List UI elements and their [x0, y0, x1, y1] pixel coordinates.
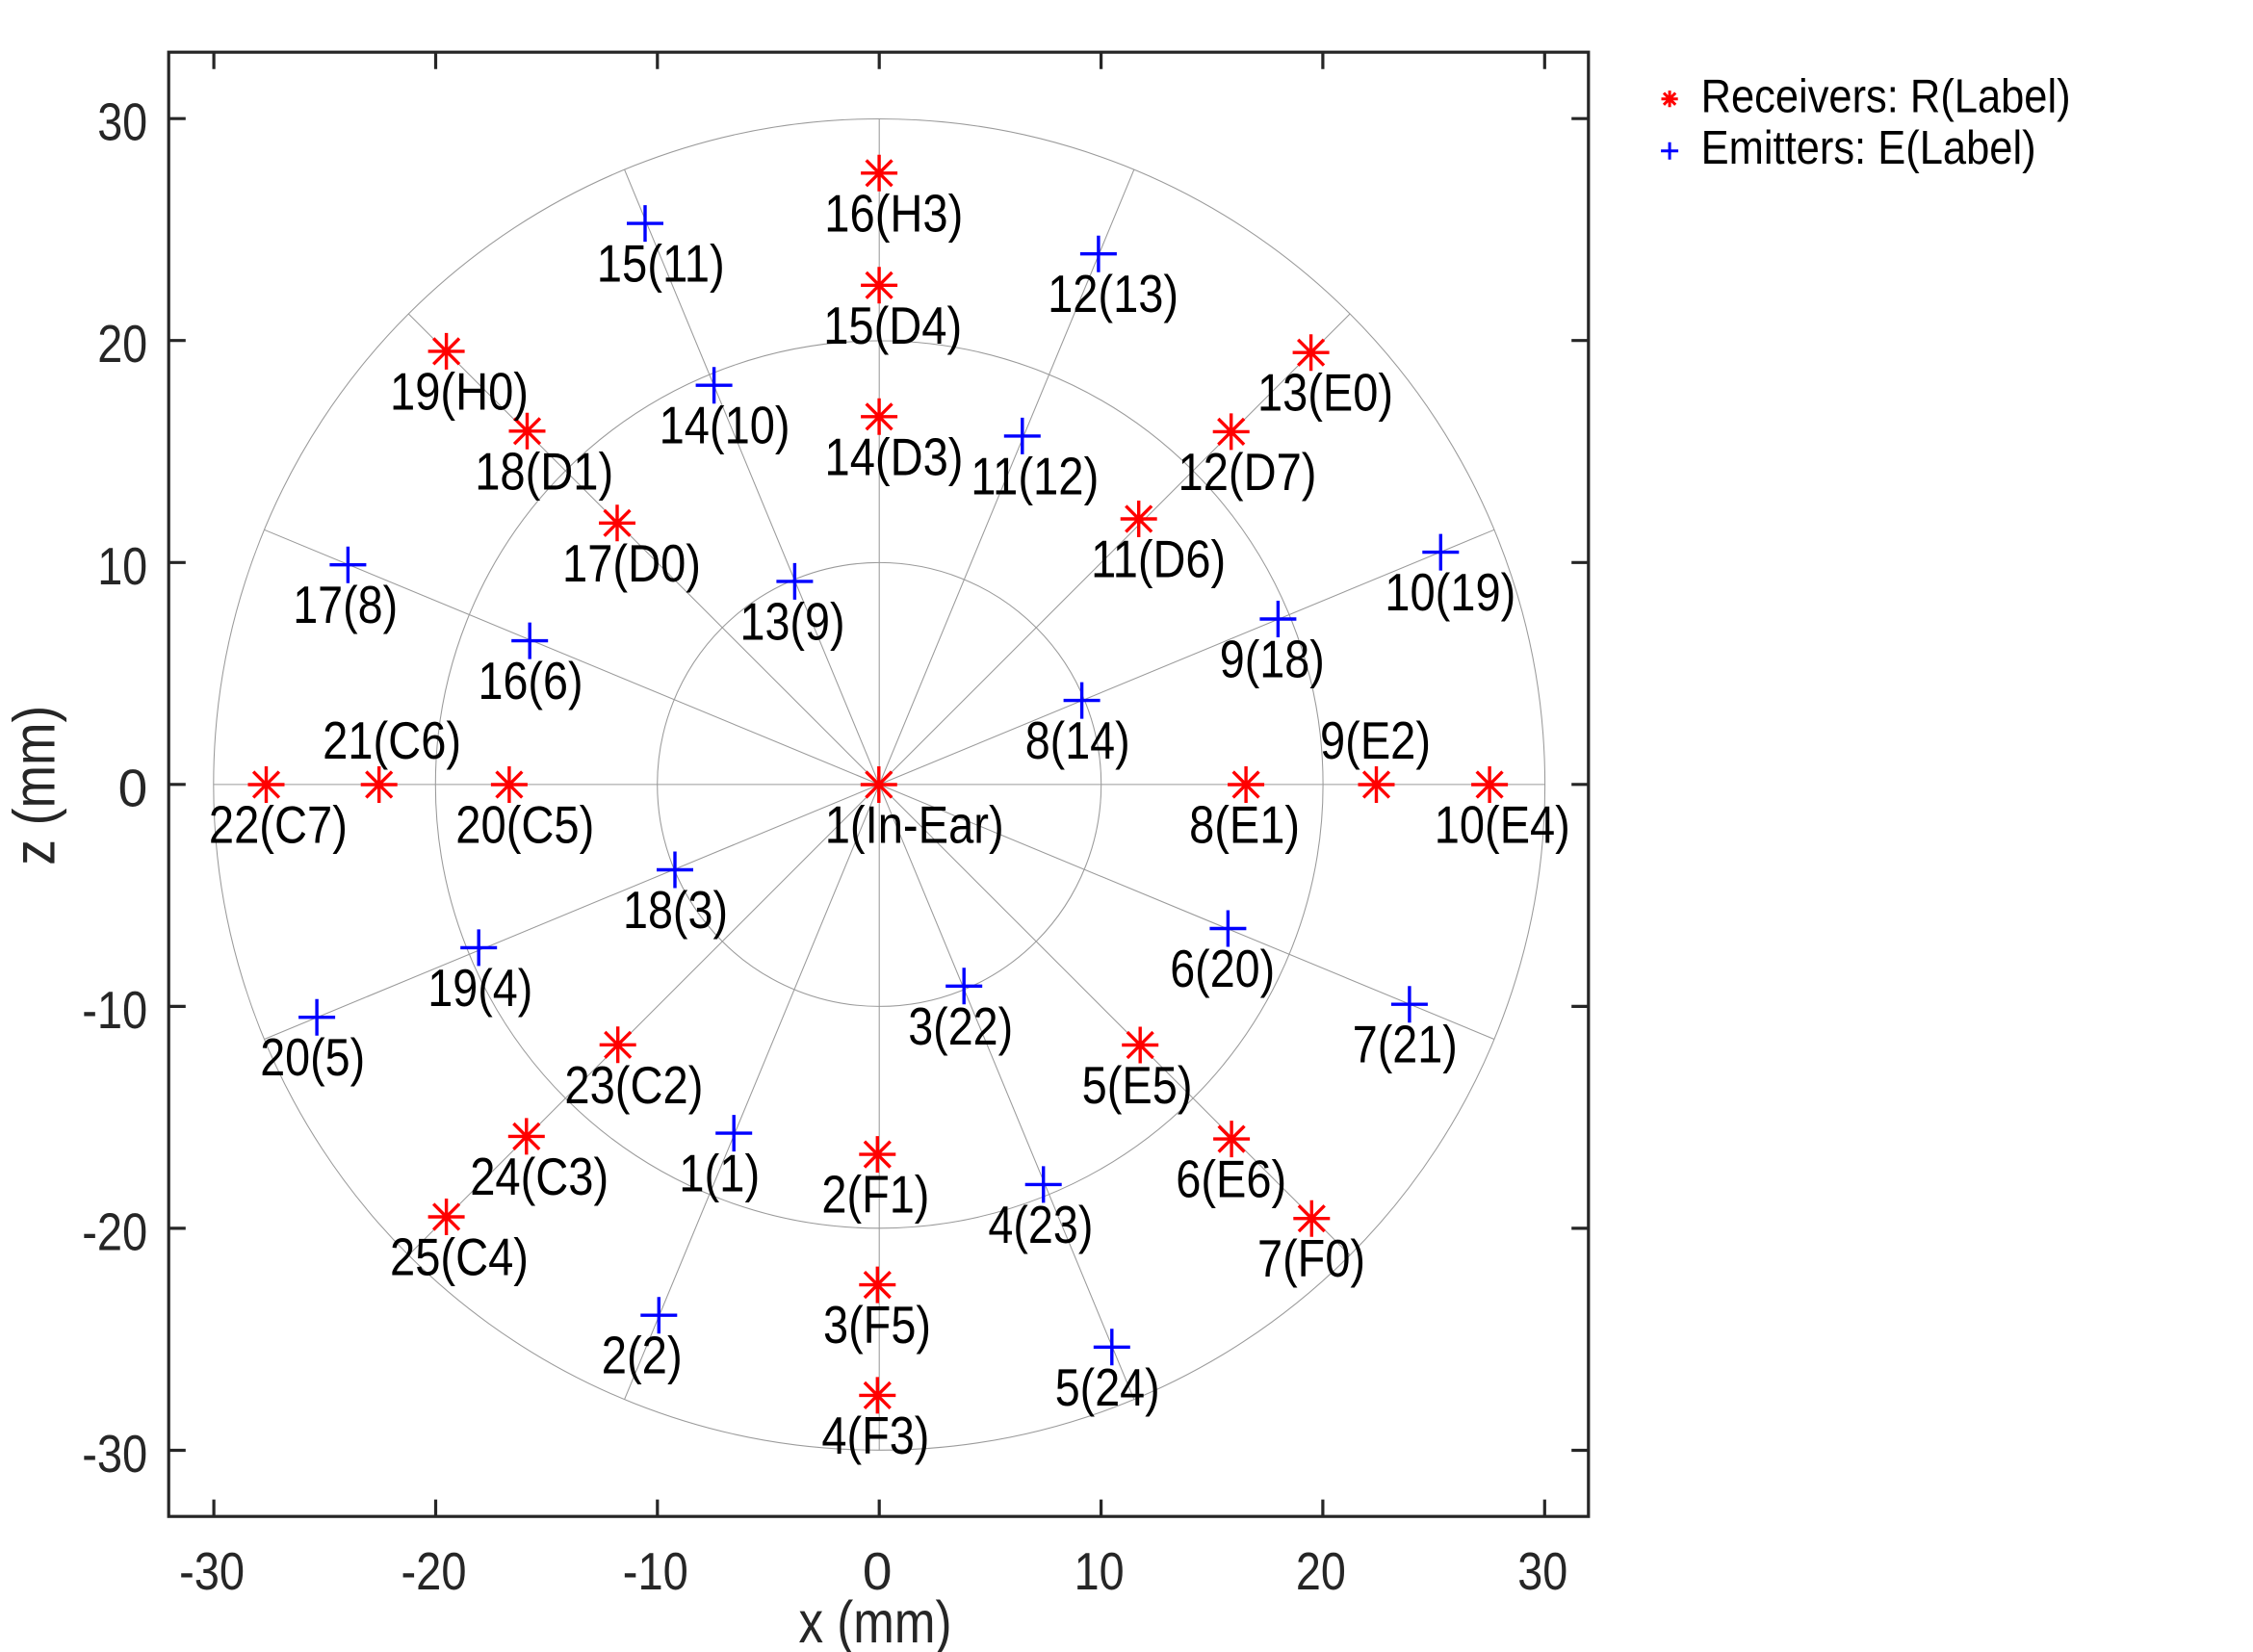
svg-text:15(11): 15(11): [597, 234, 725, 294]
svg-text:5(24): 5(24): [1055, 1357, 1160, 1417]
svg-text:23(C2): 23(C2): [564, 1055, 703, 1115]
svg-text:5(E5): 5(E5): [1082, 1055, 1193, 1115]
svg-text:17(D0): 17(D0): [562, 533, 701, 593]
svg-text:3(22): 3(22): [908, 996, 1013, 1056]
svg-text:20(C5): 20(C5): [455, 795, 594, 855]
svg-text:10(E4): 10(E4): [1435, 795, 1570, 855]
svg-text:2(2): 2(2): [602, 1326, 683, 1385]
svg-text:20: 20: [97, 314, 147, 374]
svg-text:7(F0): 7(F0): [1257, 1228, 1365, 1288]
svg-text:21(C6): 21(C6): [323, 710, 461, 770]
svg-text:3(F5): 3(F5): [823, 1295, 931, 1355]
svg-text:19(4): 19(4): [427, 958, 532, 1018]
svg-text:9(E2): 9(E2): [1320, 710, 1431, 770]
svg-text:13(9): 13(9): [740, 591, 845, 651]
svg-text:x (mm): x (mm): [799, 1589, 952, 1652]
svg-text:18(3): 18(3): [623, 880, 728, 940]
svg-text:-10: -10: [623, 1541, 688, 1601]
svg-text:8(14): 8(14): [1025, 710, 1130, 770]
svg-text:12(13): 12(13): [1048, 264, 1178, 323]
svg-text:22(C7): 22(C7): [209, 795, 348, 855]
svg-text:Receivers: R(Label): Receivers: R(Label): [1701, 70, 2071, 122]
svg-text:11(D6): 11(D6): [1091, 529, 1226, 589]
svg-text:7(21): 7(21): [1353, 1015, 1458, 1074]
svg-text:-20: -20: [82, 1201, 147, 1261]
svg-text:10: 10: [1075, 1541, 1125, 1601]
svg-text:z (mm): z (mm): [2, 706, 67, 865]
svg-text:1(In-Ear): 1(In-Ear): [825, 795, 1004, 855]
svg-text:-30: -30: [179, 1541, 245, 1601]
svg-text:18(D1): 18(D1): [475, 441, 613, 501]
svg-text:10(19): 10(19): [1385, 562, 1515, 622]
svg-text:-30: -30: [82, 1424, 147, 1484]
svg-text:-10: -10: [82, 980, 147, 1040]
svg-text:25(C4): 25(C4): [390, 1227, 529, 1287]
svg-text:6(E6): 6(E6): [1176, 1149, 1286, 1209]
svg-text:16(6): 16(6): [479, 651, 583, 710]
svg-text:Emitters: E(Label): Emitters: E(Label): [1701, 122, 2036, 174]
svg-text:17(8): 17(8): [293, 575, 398, 634]
svg-text:13(E0): 13(E0): [1257, 363, 1393, 423]
svg-text:11(12): 11(12): [971, 446, 1099, 505]
svg-text:14(10): 14(10): [660, 396, 790, 455]
svg-text:10: 10: [97, 536, 147, 596]
svg-text:12(D7): 12(D7): [1178, 442, 1317, 502]
svg-text:4(23): 4(23): [988, 1195, 1093, 1254]
svg-text:4(F3): 4(F3): [821, 1406, 929, 1465]
svg-text:24(C3): 24(C3): [470, 1147, 609, 1206]
svg-text:2(F1): 2(F1): [821, 1165, 929, 1225]
svg-text:1(1): 1(1): [679, 1144, 760, 1203]
svg-text:9(18): 9(18): [1220, 630, 1325, 689]
svg-text:0: 0: [863, 1541, 893, 1601]
svg-text:20: 20: [1296, 1541, 1346, 1601]
svg-text:6(20): 6(20): [1170, 939, 1275, 998]
svg-text:16(H3): 16(H3): [824, 183, 963, 243]
svg-text:-20: -20: [401, 1541, 467, 1601]
svg-text:20(5): 20(5): [260, 1027, 365, 1087]
svg-text:0: 0: [118, 758, 148, 817]
svg-text:14(D3): 14(D3): [825, 426, 964, 486]
svg-text:30: 30: [97, 92, 147, 152]
svg-text:19(H0): 19(H0): [390, 361, 529, 421]
svg-text:8(E1): 8(E1): [1189, 795, 1300, 855]
svg-text:30: 30: [1517, 1541, 1567, 1601]
svg-text:15(D4): 15(D4): [823, 296, 962, 355]
